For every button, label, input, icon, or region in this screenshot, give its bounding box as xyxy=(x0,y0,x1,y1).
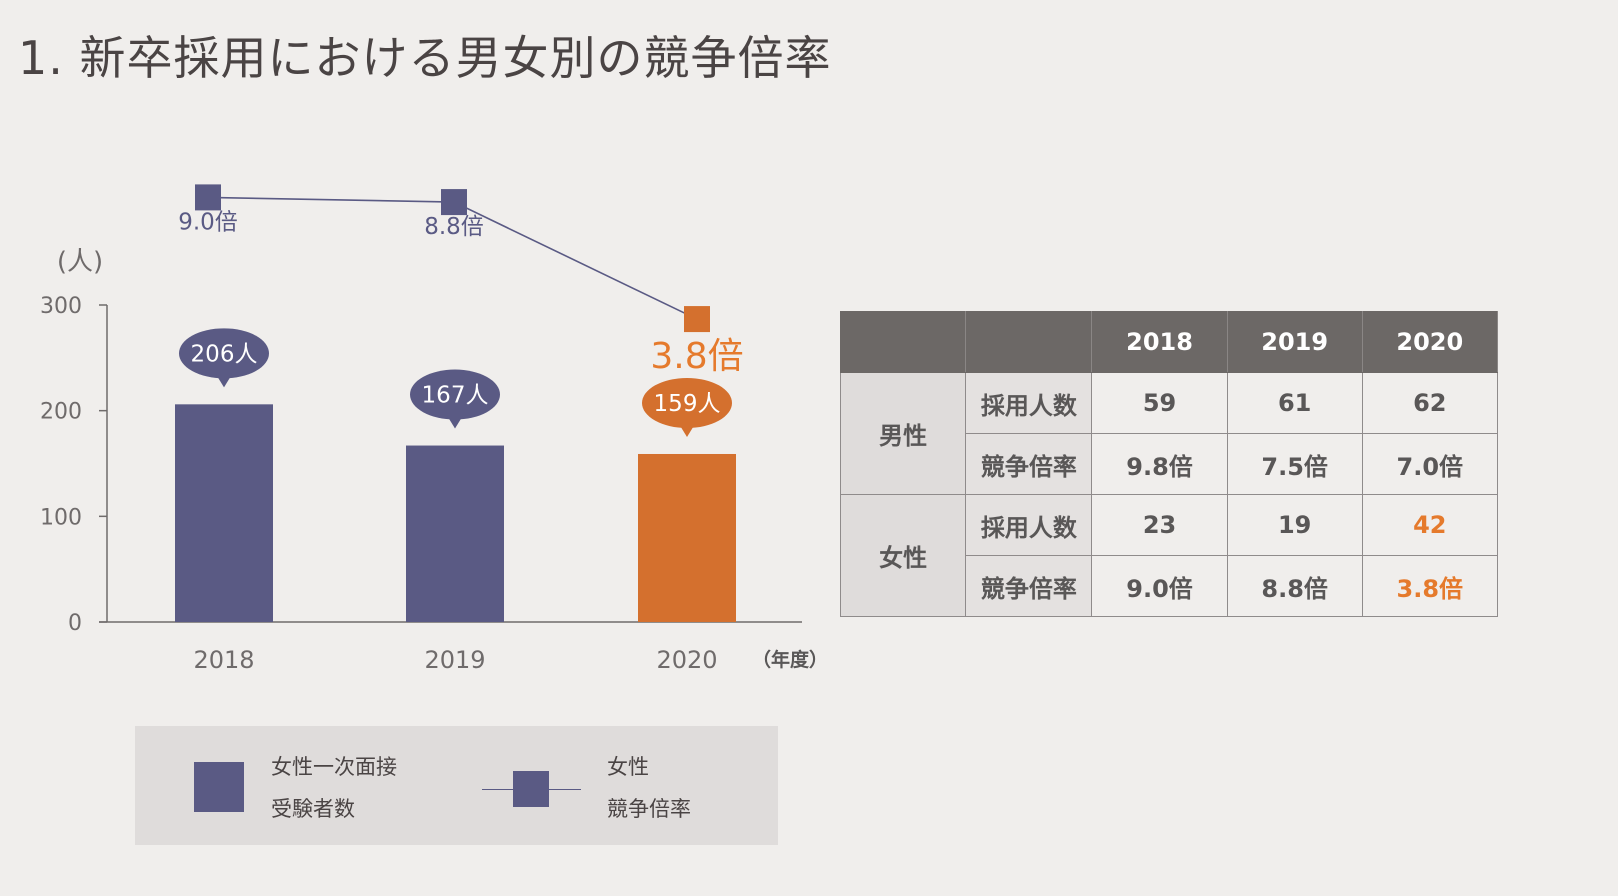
y-axis-label: (人) xyxy=(57,247,103,277)
table-row-label: 採用人数 xyxy=(965,372,1093,434)
chart-legend: 女性一次面接 受験者数 女性 競争倍率 xyxy=(135,726,778,845)
table-row: 女性 採用人数 23 19 42 xyxy=(839,494,1618,617)
page-title: 1. 新卒採用における男女別の競争倍率 xyxy=(18,31,832,85)
table-cell: 9.0倍 xyxy=(1091,555,1228,617)
ratio-marker xyxy=(195,184,221,211)
bar-series xyxy=(175,404,736,622)
table-header-year: 2019 xyxy=(1226,311,1363,373)
legend-bar-label-line1: 女性一次面接 xyxy=(271,755,397,779)
bar xyxy=(638,453,736,622)
value-bubble-pointer xyxy=(216,374,232,388)
table-row: 男性 採用人数 59 61 62 xyxy=(839,372,1618,495)
y-tick-label: 300 xyxy=(40,294,82,319)
bar xyxy=(406,445,504,622)
table-cell: 62 xyxy=(1361,372,1498,434)
value-bubble-pointer xyxy=(447,415,463,429)
ratio-marker xyxy=(441,189,467,216)
y-tick-label: 0 xyxy=(68,611,82,636)
table-cell-highlight: 42 xyxy=(1361,494,1498,556)
table-cell: 59 xyxy=(1091,372,1228,434)
x-tick-label: 2020 xyxy=(656,646,717,674)
y-tick-label: 200 xyxy=(40,400,82,425)
table-header-blank xyxy=(965,311,1093,373)
ratio-value-label: 9.0倍 xyxy=(178,209,238,235)
legend-bar-label-line2: 受験者数 xyxy=(271,797,355,821)
x-tick-label: 2019 xyxy=(424,646,485,674)
y-tick-label: 100 xyxy=(40,505,82,530)
table-header-year: 2020 xyxy=(1361,311,1498,373)
value-bubble xyxy=(642,377,732,428)
value-bubble xyxy=(179,328,269,379)
table-row: 競争倍率 9.8倍 7.5倍 7.0倍 xyxy=(841,433,1618,495)
table-cell: 7.5倍 xyxy=(1226,433,1363,495)
table-row: 競争倍率 9.0倍 8.8倍 3.8倍 xyxy=(841,555,1618,617)
bar-value-label: 159人 xyxy=(654,391,721,417)
line-series: 9.0倍 8.8倍 3.8倍 xyxy=(178,184,744,377)
ratio-value-label: 8.8倍 xyxy=(424,214,484,240)
bar-value-label: 206人 xyxy=(191,341,258,367)
bar xyxy=(175,404,273,622)
table-header-row: 2018 2019 2020 xyxy=(839,311,1618,373)
table-cell: 23 xyxy=(1091,494,1228,556)
ratio-marker xyxy=(684,306,710,333)
table-cell: 61 xyxy=(1226,372,1363,434)
bar-value-label: 167人 xyxy=(422,383,489,409)
table-row-label: 採用人数 xyxy=(965,494,1093,556)
value-bubble-pointer xyxy=(679,423,695,437)
recruitment-table: 2018 2019 2020 男性 採用人数 59 61 62 競争倍率 9.8… xyxy=(839,311,1618,617)
legend-line-label-line1: 女性 xyxy=(607,755,649,779)
table-group-female: 女性 xyxy=(839,494,967,617)
ratio-value-label: 3.8倍 xyxy=(650,336,743,377)
table-cell: 7.0倍 xyxy=(1361,433,1498,495)
table-cell: 19 xyxy=(1226,494,1363,556)
table-row-label: 競争倍率 xyxy=(965,433,1093,495)
legend-bar-swatch xyxy=(194,762,244,812)
legend-line-marker xyxy=(513,771,549,807)
table-cell-highlight: 3.8倍 xyxy=(1361,555,1498,617)
table-cell: 9.8倍 xyxy=(1091,433,1228,495)
value-bubble xyxy=(410,369,500,420)
table-group-male: 男性 xyxy=(839,372,967,495)
combo-chart: 0 100 200 300 2018 2019 2020 206人 167人 159人 9.0倍… xyxy=(40,184,828,674)
table-header-blank xyxy=(839,311,967,373)
x-axis-label: （年度） xyxy=(752,648,828,671)
table-header-year: 2018 xyxy=(1091,311,1228,373)
legend-line-label-line2: 競争倍率 xyxy=(607,797,691,821)
bar-value-labels: 206人 167人 159人 xyxy=(179,328,732,437)
x-tick-label: 2018 xyxy=(193,646,254,674)
table-row-label: 競争倍率 xyxy=(965,555,1093,617)
table-cell: 8.8倍 xyxy=(1226,555,1363,617)
